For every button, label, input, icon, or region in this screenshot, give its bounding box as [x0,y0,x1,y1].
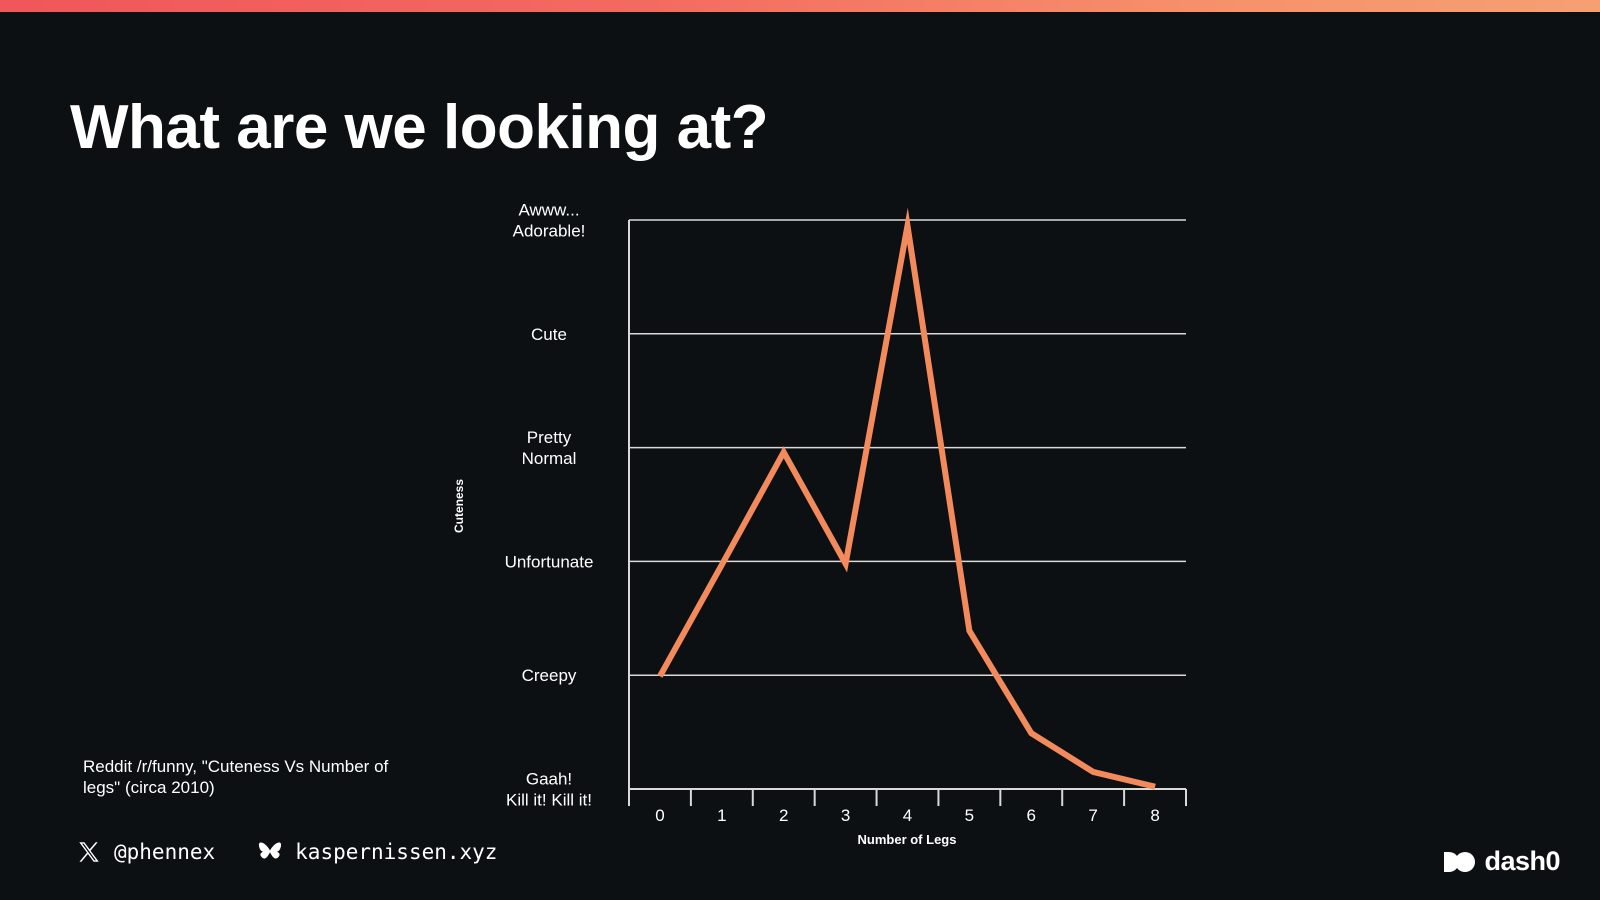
brand-logo: dash0 [1442,846,1560,877]
x-tick-label: 4 [903,806,912,825]
source-note: Reddit /r/funny, "Cuteness Vs Number of … [83,757,389,797]
x-logo-icon [79,842,99,862]
x-tick-label: 5 [965,806,974,825]
footer: @phennex kaspernissen.xyz [76,838,539,866]
x-tick-label: 8 [1150,806,1159,825]
y-axis-label: Cuteness [452,479,466,533]
y-tick-label: Unfortunate [505,552,594,571]
y-tick-label-line: Adorable! [513,222,586,241]
y-tick-label-line: Normal [522,449,577,468]
y-tick-label-line: Kill it! Kill it! [506,791,592,810]
butterfly-icon [259,842,282,859]
chart-series [657,207,1156,790]
y-tick-label-line: Unfortunate [505,552,594,571]
chart-x-tick-labels: 0 1 2 3 4 5 6 7 8 [655,806,1160,825]
slide-title: What are we looking at? [70,93,769,162]
x-tick-label: 2 [779,806,788,825]
dash0-logo-icon [1444,851,1476,872]
y-tick-label: Creepy [522,666,577,685]
y-tick-label: Gaah! Kill it! Kill it! [506,770,592,810]
bluesky-handle-text: kaspernissen.xyz [295,840,498,864]
brand-name: dash0 [1484,846,1560,876]
x-tick-label: 1 [717,806,726,825]
series-line [657,207,1156,790]
x-axis-label: Number of Legs [858,832,957,847]
y-tick-label-line: Pretty [527,428,572,447]
chart-axes [628,220,1187,806]
x-tick-label: 6 [1027,806,1036,825]
y-tick-label-line: Awww... [518,201,579,220]
accent-bar [0,0,1600,12]
y-tick-label: Pretty Normal [522,428,577,468]
y-tick-label: Awww... Adorable! [513,201,586,241]
y-tick-label-line: Gaah! [526,770,572,789]
x-tick-label: 3 [841,806,850,825]
y-tick-label: Cute [531,325,567,344]
y-tick-label-line: Cute [531,325,567,344]
bluesky-handle[interactable]: kaspernissen.xyz [257,839,497,865]
chart-y-tick-labels: Gaah! Kill it! Kill it! Creepy Unfortunate P… [505,201,594,810]
y-tick-label-line: Creepy [522,666,577,685]
x-tick-label: 0 [655,806,664,825]
x-handle[interactable]: @phennex [76,839,215,865]
x-handle-text: @phennex [114,840,216,864]
chart-gridlines [629,219,1186,676]
x-tick-label: 7 [1088,806,1097,825]
